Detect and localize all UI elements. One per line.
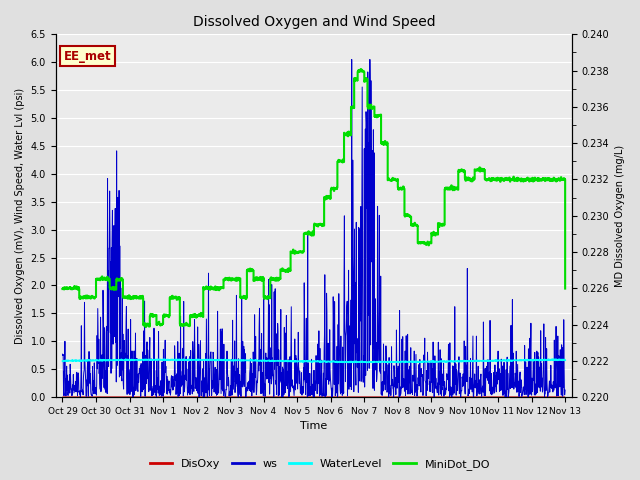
Legend: DisOxy, ws, WaterLevel, MiniDot_DO: DisOxy, ws, WaterLevel, MiniDot_DO [145,455,495,474]
X-axis label: Time: Time [300,421,328,432]
Text: EE_met: EE_met [63,50,111,63]
Y-axis label: Dissolved Oxygen (mV), Wind Speed, Water Lvl (psi): Dissolved Oxygen (mV), Wind Speed, Water… [15,88,25,344]
Y-axis label: MD Dissolved Oxygen (mg/L): MD Dissolved Oxygen (mg/L) [615,144,625,287]
Title: Dissolved Oxygen and Wind Speed: Dissolved Oxygen and Wind Speed [193,15,435,29]
